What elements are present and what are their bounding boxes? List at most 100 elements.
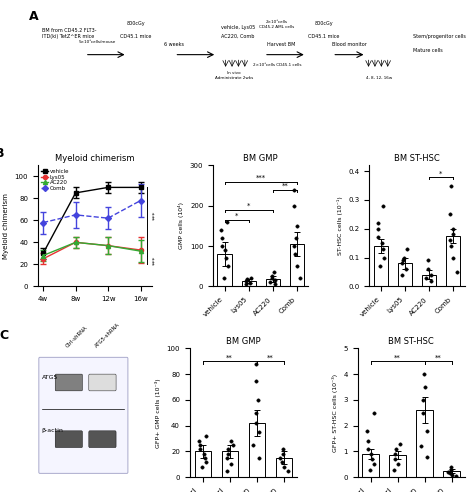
- Text: 800cGy: 800cGy: [127, 21, 146, 27]
- Bar: [242, 281, 256, 286]
- Point: [423, 453, 431, 461]
- Text: **: **: [435, 355, 441, 361]
- Bar: [390, 455, 406, 477]
- Point: [252, 376, 260, 384]
- Text: **: **: [267, 355, 273, 361]
- Title: BM ST-HSC: BM ST-HSC: [388, 337, 434, 346]
- Point: [244, 275, 251, 283]
- Point: [419, 409, 427, 417]
- Bar: [422, 275, 436, 286]
- Bar: [446, 236, 460, 286]
- Point: [422, 274, 430, 281]
- FancyBboxPatch shape: [55, 374, 82, 391]
- Text: ***: ***: [255, 175, 266, 181]
- Point: [227, 461, 234, 468]
- Text: ATG5-shRNA: ATG5-shRNA: [94, 321, 121, 348]
- Text: BM from CD45.2 FLT3-
ITD(ki) TetZ^ER mice: BM from CD45.2 FLT3- ITD(ki) TetZ^ER mic…: [42, 28, 97, 39]
- Point: [268, 272, 275, 280]
- Text: **: **: [394, 355, 401, 361]
- Text: Ctrl-shRNA: Ctrl-shRNA: [65, 325, 89, 348]
- Text: CD45.1 mice: CD45.1 mice: [120, 34, 152, 39]
- Point: [444, 468, 452, 476]
- Point: [446, 236, 454, 244]
- Point: [370, 409, 377, 417]
- Point: [447, 182, 455, 189]
- Point: [380, 253, 388, 261]
- Bar: [290, 244, 304, 286]
- Text: Stem/progenitor cells: Stem/progenitor cells: [413, 34, 466, 39]
- Title: BM ST-HSC: BM ST-HSC: [394, 154, 440, 163]
- Point: [363, 427, 371, 435]
- Point: [449, 253, 457, 261]
- Point: [452, 472, 459, 480]
- Text: 2×10⁵cells CD45.1 cells: 2×10⁵cells CD45.1 cells: [253, 63, 301, 67]
- Point: [290, 242, 298, 250]
- Legend: vehicle, Lys05, AC220, Comb: vehicle, Lys05, AC220, Comb: [41, 168, 70, 192]
- Text: *: *: [235, 213, 238, 219]
- Point: [374, 233, 382, 241]
- Bar: [363, 454, 379, 477]
- FancyBboxPatch shape: [89, 431, 116, 448]
- Point: [202, 432, 210, 440]
- Point: [290, 202, 297, 210]
- Text: 6 weeks: 6 weeks: [164, 42, 184, 47]
- Point: [243, 277, 251, 284]
- Point: [255, 454, 263, 462]
- Point: [247, 275, 255, 282]
- Point: [297, 275, 304, 282]
- Point: [422, 383, 429, 391]
- Point: [391, 455, 398, 463]
- Bar: [195, 452, 211, 477]
- Point: [447, 463, 455, 471]
- Title: BM GMP: BM GMP: [244, 154, 278, 163]
- Point: [423, 427, 430, 435]
- Point: [397, 440, 404, 448]
- Point: [223, 454, 230, 462]
- Point: [196, 441, 204, 449]
- Title: BM GMP: BM GMP: [226, 337, 261, 346]
- Point: [221, 246, 229, 254]
- Point: [229, 441, 237, 449]
- Y-axis label: GFP+ ST-HSC cells (10⁻³): GFP+ ST-HSC cells (10⁻³): [332, 374, 338, 452]
- Y-axis label: ST-HSC cells (10⁻¹): ST-HSC cells (10⁻¹): [337, 196, 343, 255]
- Point: [420, 370, 428, 378]
- Point: [293, 262, 301, 270]
- FancyBboxPatch shape: [39, 357, 128, 473]
- Point: [370, 461, 378, 468]
- Text: β-actin: β-actin: [42, 429, 64, 433]
- Text: vehicle, Lys05: vehicle, Lys05: [221, 26, 255, 31]
- Point: [200, 450, 207, 458]
- Point: [447, 242, 455, 250]
- Point: [453, 268, 460, 276]
- Y-axis label: GMP cells (10⁴): GMP cells (10⁴): [178, 202, 184, 249]
- Point: [280, 463, 288, 471]
- Bar: [417, 410, 433, 477]
- FancyBboxPatch shape: [55, 431, 82, 448]
- Point: [366, 465, 374, 473]
- Point: [246, 279, 253, 287]
- Point: [374, 219, 382, 227]
- Point: [255, 428, 263, 436]
- FancyBboxPatch shape: [89, 374, 116, 391]
- Point: [419, 396, 427, 404]
- Point: [196, 445, 204, 453]
- Point: [276, 454, 284, 462]
- Point: [252, 409, 259, 417]
- Point: [242, 280, 250, 288]
- Text: AC220, Comb: AC220, Comb: [221, 34, 255, 39]
- Point: [224, 262, 232, 270]
- Text: ***: ***: [152, 210, 157, 219]
- Point: [291, 185, 298, 193]
- Point: [218, 226, 225, 234]
- Point: [404, 245, 411, 253]
- Text: ATG5: ATG5: [42, 375, 58, 380]
- Point: [266, 278, 273, 286]
- Point: [227, 437, 235, 445]
- Point: [376, 262, 384, 270]
- Point: [392, 450, 399, 458]
- Point: [224, 218, 231, 226]
- Point: [202, 458, 210, 466]
- Point: [378, 239, 385, 247]
- Point: [374, 225, 382, 233]
- Point: [391, 465, 398, 473]
